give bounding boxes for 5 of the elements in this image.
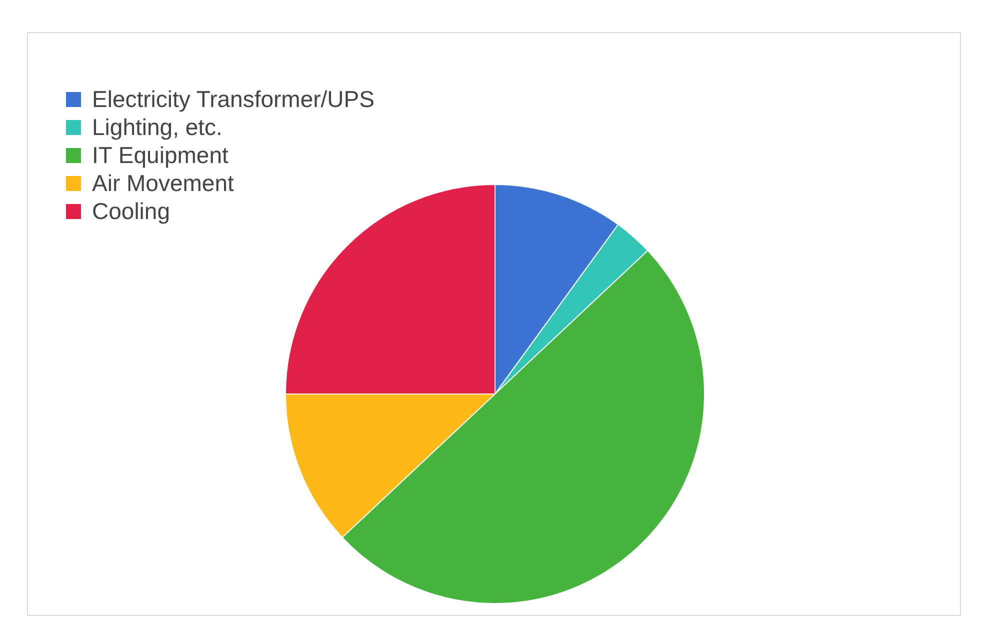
legend-label: Lighting, etc. <box>92 113 222 141</box>
legend-label: IT Equipment <box>92 141 228 169</box>
legend-label: Air Movement <box>92 169 234 197</box>
legend-label: Cooling <box>92 197 170 225</box>
legend-label: Electricity Transformer/UPS <box>92 85 374 113</box>
